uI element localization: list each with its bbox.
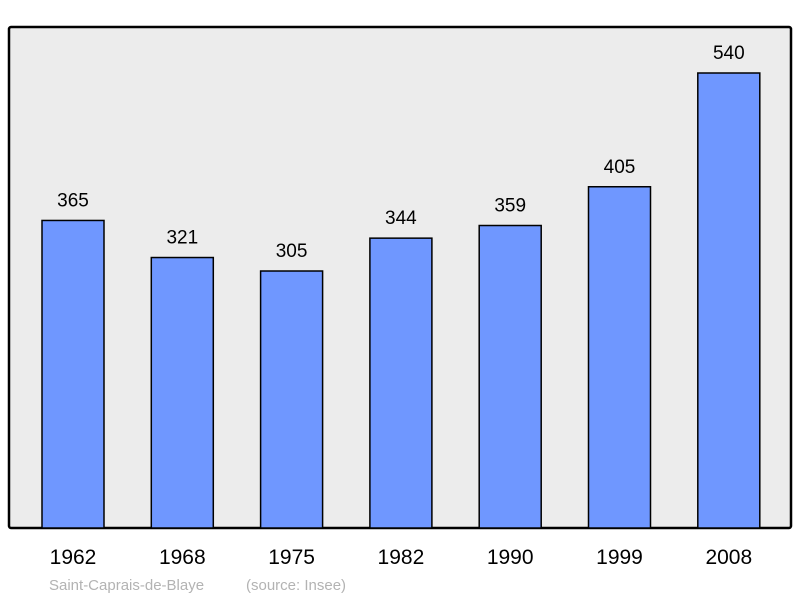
- footer-source: (source: Insee): [246, 577, 346, 594]
- data-label: 321: [166, 228, 198, 249]
- bar-1999: [587, 186, 652, 529]
- x-tick-label: 1982: [378, 546, 425, 569]
- x-tick-label: 1968: [159, 546, 206, 569]
- data-label: 344: [385, 208, 417, 229]
- bar-1990: [478, 224, 542, 529]
- bar-1975: [259, 270, 324, 529]
- data-label: 405: [604, 157, 636, 178]
- x-tick-label: 1999: [596, 546, 643, 569]
- data-label: 359: [494, 196, 526, 217]
- data-label: 305: [276, 241, 308, 262]
- x-tick-label: 1962: [50, 546, 97, 569]
- data-label: 365: [57, 190, 89, 211]
- x-tick-label: 1990: [487, 546, 534, 569]
- data-label: 540: [713, 43, 745, 64]
- bar-1968: [150, 256, 215, 529]
- x-tick-label: 1975: [268, 546, 315, 569]
- bar-1982: [369, 237, 433, 529]
- x-tick-label: 2008: [705, 546, 752, 569]
- bar-2008: [697, 72, 761, 529]
- bar-1962: [41, 219, 105, 529]
- footer-place: Saint-Caprais-de-Blaye: [49, 577, 204, 594]
